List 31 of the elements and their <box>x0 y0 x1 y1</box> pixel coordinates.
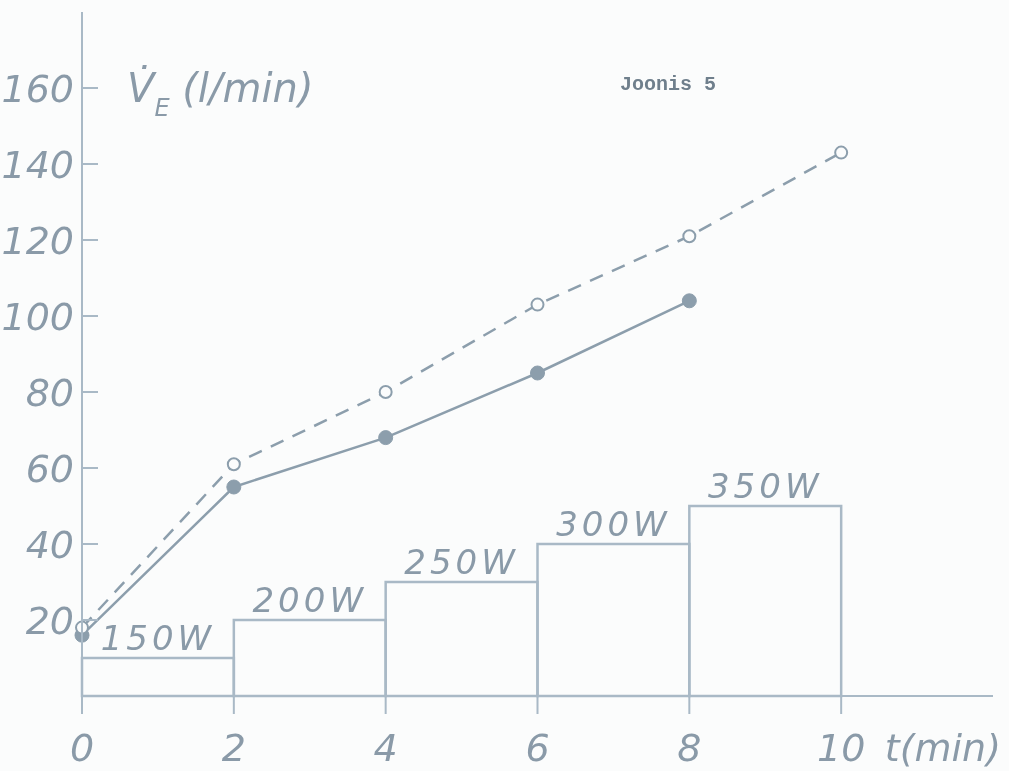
x-tick-label: 6 <box>525 726 550 770</box>
y-tick-label: 80 <box>25 370 74 415</box>
point <box>226 479 242 495</box>
y-tick-label: 140 <box>1 142 74 187</box>
y-tick-label: 60 <box>25 446 74 491</box>
x-tick-label: 8 <box>677 726 702 770</box>
annotation: 150W <box>100 618 216 658</box>
y-tick-label: 20 <box>25 598 74 643</box>
point <box>378 430 394 446</box>
annotation: 250W <box>404 542 519 582</box>
x-tick-label: 0 <box>69 726 95 770</box>
x-tick-label: 2 <box>221 726 246 770</box>
annotation: 350W <box>707 466 823 506</box>
point <box>681 293 697 309</box>
y-tick-label: 40 <box>25 522 74 567</box>
x-axis-title: t(min) <box>884 726 1001 770</box>
text: Joonis 5 <box>620 73 717 96</box>
point <box>378 385 393 399</box>
annotation: 300W <box>556 504 671 544</box>
point <box>226 457 241 472</box>
y-tick-label: 120 <box>1 218 74 263</box>
point <box>530 365 545 381</box>
point <box>530 297 545 312</box>
y-tick-label: 100 <box>1 294 74 339</box>
point <box>834 145 849 160</box>
x-tick-label: 4 <box>373 726 398 770</box>
x-tick-label: 10 <box>816 726 866 770</box>
point <box>682 229 697 244</box>
y-tick-label: 160 <box>1 66 74 111</box>
y-axis-title: V̇$_{E}$ (l/min) <box>127 64 314 122</box>
annotation: 200W <box>252 580 368 620</box>
